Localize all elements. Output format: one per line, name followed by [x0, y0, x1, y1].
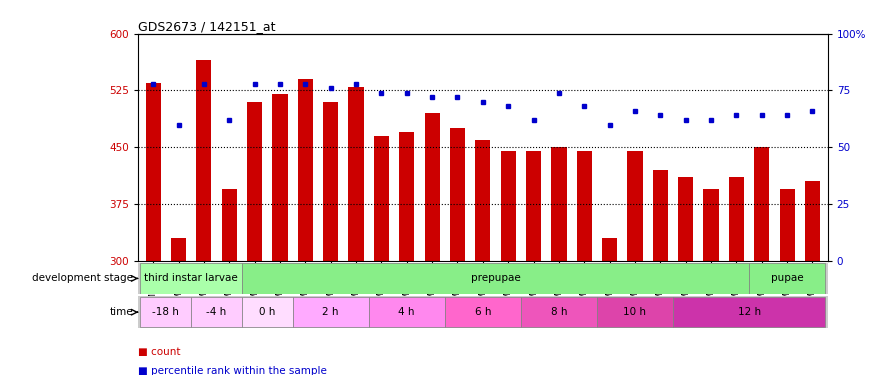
Text: -4 h: -4 h [206, 307, 227, 317]
Bar [197, 60, 212, 261]
Text: 12 h: 12 h [738, 307, 761, 317]
Bar [425, 113, 440, 261]
Bar [673, 297, 825, 327]
Bar [374, 136, 389, 261]
Bar [729, 177, 744, 261]
Bar [141, 263, 242, 294]
Bar [298, 79, 313, 261]
Text: 8 h: 8 h [551, 307, 567, 317]
Bar [521, 297, 597, 327]
Bar [475, 140, 490, 261]
Bar [323, 102, 338, 261]
Text: 6 h: 6 h [474, 307, 491, 317]
Bar [449, 128, 465, 261]
Bar [141, 297, 191, 327]
Bar [242, 297, 293, 327]
Bar [500, 151, 516, 261]
Bar [678, 177, 693, 261]
Bar [146, 83, 161, 261]
Bar [627, 151, 643, 261]
Bar [703, 189, 718, 261]
Text: third instar larvae: third instar larvae [144, 273, 239, 284]
Text: ■ percentile rank within the sample: ■ percentile rank within the sample [138, 366, 327, 375]
Bar [749, 263, 825, 294]
Text: development stage: development stage [33, 273, 134, 284]
Bar [191, 297, 242, 327]
Text: time: time [109, 307, 134, 317]
Bar [242, 263, 749, 294]
Bar [577, 151, 592, 261]
Text: -18 h: -18 h [152, 307, 179, 317]
Bar [551, 147, 567, 261]
Bar [222, 189, 237, 261]
Bar [272, 94, 287, 261]
Text: ■ count: ■ count [138, 347, 181, 357]
Bar [399, 132, 415, 261]
Bar [597, 297, 673, 327]
Bar [805, 181, 820, 261]
Bar [247, 102, 263, 261]
Text: 10 h: 10 h [624, 307, 646, 317]
Text: 2 h: 2 h [322, 307, 339, 317]
Text: 4 h: 4 h [399, 307, 415, 317]
Bar [171, 238, 186, 261]
Bar [368, 297, 445, 327]
Text: pupae: pupae [771, 273, 804, 284]
Text: GDS2673 / 142151_at: GDS2673 / 142151_at [138, 20, 275, 33]
Bar [293, 297, 368, 327]
Text: prepupae: prepupae [471, 273, 521, 284]
Bar [348, 87, 364, 261]
Bar [526, 151, 541, 261]
Text: 0 h: 0 h [259, 307, 276, 317]
Bar [445, 297, 521, 327]
Bar [754, 147, 769, 261]
Bar [652, 170, 668, 261]
Bar [780, 189, 795, 261]
Bar [602, 238, 618, 261]
